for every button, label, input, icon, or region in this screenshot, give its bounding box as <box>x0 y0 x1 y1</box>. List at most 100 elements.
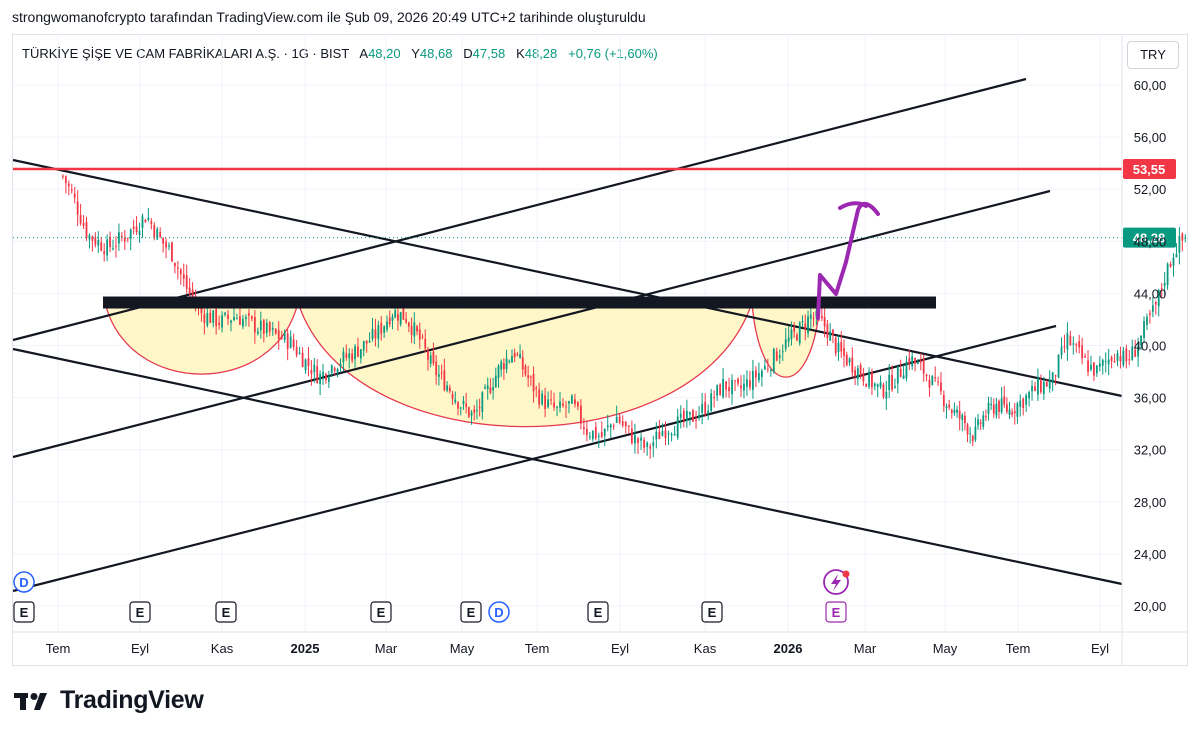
candle-body <box>138 230 141 235</box>
earnings-marker-1-glyph: E <box>20 605 29 620</box>
candle-body <box>457 402 459 409</box>
candle-body <box>914 358 916 364</box>
candle-body <box>162 237 165 244</box>
dividend-marker-2[interactable] <box>488 601 510 623</box>
candle-body <box>734 380 736 382</box>
candle-body <box>637 438 639 444</box>
candle-body <box>804 323 807 330</box>
candle-body <box>473 409 476 413</box>
candle-body <box>362 340 365 351</box>
y-tick-label: 40,00 <box>1134 339 1167 354</box>
candle-body <box>339 363 342 367</box>
y-tick-label: 28,00 <box>1134 495 1167 510</box>
candle-body <box>1000 398 1003 413</box>
candle-body <box>185 275 188 290</box>
candle-body <box>132 226 135 229</box>
candle-body <box>618 416 621 423</box>
candle-body <box>129 229 132 239</box>
candle-body <box>820 315 823 319</box>
trend-line-4[interactable] <box>12 158 1123 398</box>
candle-body <box>879 382 882 387</box>
symbol-name[interactable]: TÜRKİYE ŞİŞE VE CAM FABRİKALARI A.Ş. · 1… <box>22 46 350 61</box>
candle-body <box>76 201 79 215</box>
earnings-marker-5[interactable] <box>460 601 482 623</box>
candle-body <box>374 329 377 339</box>
x-tick-label: Tem <box>46 641 71 656</box>
candle-body <box>812 317 815 319</box>
candle-body <box>524 366 527 375</box>
candle-body <box>594 427 597 439</box>
earnings-marker-7[interactable] <box>701 601 723 623</box>
candle-body <box>283 332 286 341</box>
candle-body <box>1013 411 1016 414</box>
event-markers: E E E E E E E EDD <box>13 569 850 623</box>
tradingview-logo[interactable]: TradingView <box>14 686 204 715</box>
candle-body <box>1081 345 1084 359</box>
candle-body <box>905 361 908 379</box>
resistance-price-tag <box>1123 159 1176 180</box>
candle-body <box>919 360 922 363</box>
candle-body <box>679 413 682 418</box>
candle-body <box>606 425 609 428</box>
earnings-marker-2[interactable] <box>129 601 151 623</box>
candle-body <box>100 242 103 251</box>
candle-body <box>655 431 658 440</box>
candle-body <box>845 354 848 366</box>
candle-body <box>571 395 573 404</box>
candle-body <box>191 289 194 298</box>
candle-body <box>925 374 928 377</box>
candle-body <box>513 352 516 358</box>
candle-body <box>885 391 888 399</box>
candle-body <box>147 217 150 220</box>
candle-body <box>274 328 277 334</box>
earnings-marker-3[interactable] <box>215 601 237 623</box>
currency-button[interactable]: TRY <box>1127 41 1179 69</box>
candle-body <box>995 403 998 416</box>
candle-body <box>775 351 778 361</box>
dividend-marker-1-glyph: D <box>19 575 28 590</box>
trend-line-2[interactable] <box>12 189 1051 459</box>
earnings-marker-1[interactable] <box>13 601 35 623</box>
earnings-marker-upcoming[interactable] <box>825 601 847 623</box>
candle-body <box>781 351 784 353</box>
candle-body <box>1166 263 1169 286</box>
candle-body <box>882 384 885 397</box>
earnings-marker-5-glyph: E <box>467 605 476 620</box>
candle-body <box>519 354 521 358</box>
candle-body <box>966 424 969 435</box>
candle-body <box>664 430 667 438</box>
candle-body <box>224 312 226 315</box>
candle-body <box>689 412 691 415</box>
candle-body <box>928 379 931 388</box>
earnings-marker-4[interactable] <box>370 601 392 623</box>
candle-body <box>465 403 468 408</box>
neckline-bar[interactable] <box>103 296 936 309</box>
candle-body <box>1025 395 1028 405</box>
candle-body <box>582 427 585 430</box>
candle-body <box>1003 396 1006 405</box>
dividend-marker-1[interactable] <box>13 571 35 593</box>
candle-body <box>82 222 85 226</box>
candle-body <box>634 434 636 444</box>
high-value: 48,68 <box>419 46 453 61</box>
candle-body <box>843 348 845 356</box>
candle-body <box>899 368 902 377</box>
candle-body <box>891 374 893 390</box>
candle-body <box>292 339 295 347</box>
open-value: 48,20 <box>368 46 401 61</box>
candle-body <box>150 221 153 224</box>
candle-body <box>268 322 271 332</box>
candle-body <box>1011 412 1014 415</box>
candle-body <box>707 410 710 414</box>
purple-arrow-head[interactable] <box>838 201 868 210</box>
candle-body <box>1095 365 1098 374</box>
candle-body <box>388 317 391 325</box>
trend-line-5[interactable] <box>12 347 1123 586</box>
candle-body <box>64 176 67 184</box>
candle-body <box>1090 364 1092 370</box>
axes: 60,00 56,00 52,00 48,00 44,00 40,00 36,00 32,00… <box>12 34 1188 666</box>
earnings-marker-6[interactable] <box>587 601 609 623</box>
trend-line-1[interactable] <box>12 77 1027 342</box>
candle-body <box>829 331 832 341</box>
